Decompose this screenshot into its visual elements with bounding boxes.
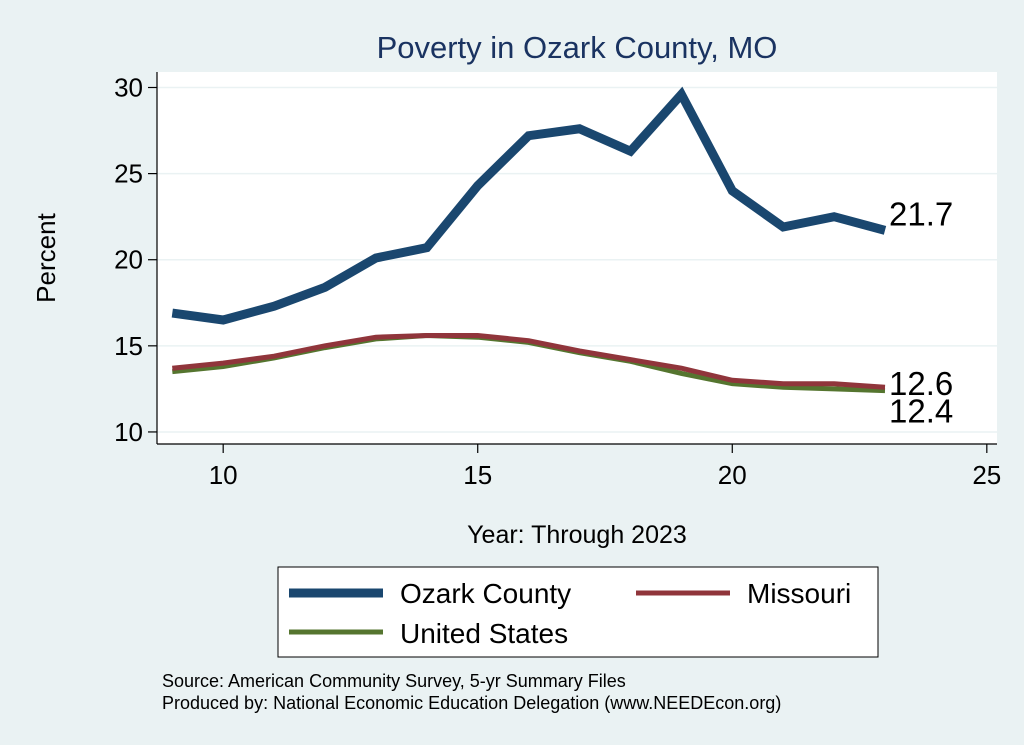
legend-label-ozark-county: Ozark County [400, 578, 571, 609]
x-tick-label-20: 20 [718, 460, 747, 490]
x-axis-label: Year: Through 2023 [467, 521, 687, 549]
y-tick-label-30: 30 [114, 73, 143, 103]
x-tick-label-15: 15 [463, 460, 492, 490]
end-label-united-states: 12.4 [889, 393, 953, 430]
y-tick-label-25: 25 [114, 159, 143, 189]
produced-by-note: Produced by: National Economic Education… [162, 693, 781, 713]
series-line-missouri [172, 333, 886, 390]
y-tick-label-10: 10 [114, 417, 143, 447]
x-tick-label-10: 10 [209, 460, 238, 490]
legend-box [277, 566, 879, 658]
end-label-ozark-county: 21.7 [889, 195, 953, 232]
series-line-ozark-county [171, 86, 887, 325]
axis-ticks: 10 15 20 25 30 10 15 20 25 [114, 73, 1001, 491]
end-labels: 21.7 12.612.4 [889, 195, 953, 429]
legend: Ozark County Missouri United States [277, 566, 879, 658]
y-tick-label-15: 15 [114, 331, 143, 361]
legend-label-united-states: United States [400, 618, 568, 649]
legend-label-missouri: Missouri [747, 578, 851, 609]
end-label-missouri: 12.6 [889, 365, 953, 402]
plot-area [157, 72, 997, 444]
gridlines [157, 86, 997, 433]
y-axis-label: Percent [31, 212, 61, 302]
x-tick-label-25: 25 [972, 460, 1001, 490]
series-lines [171, 86, 887, 394]
source-note: Source: American Community Survey, 5-yr … [162, 671, 626, 691]
chart-title: Poverty in Ozark County, MO [377, 30, 778, 65]
y-tick-label-20: 20 [114, 245, 143, 275]
